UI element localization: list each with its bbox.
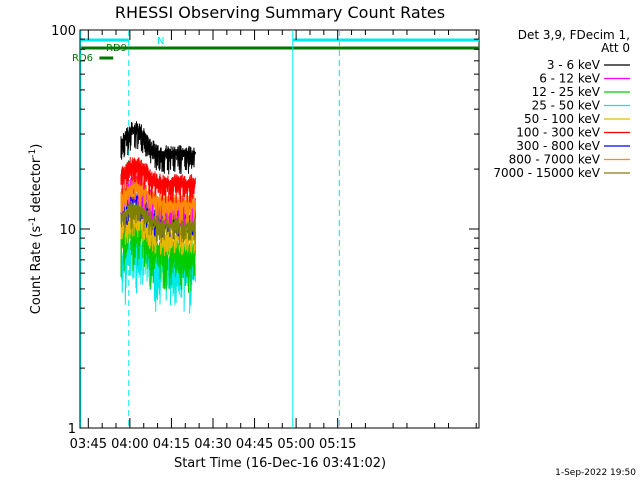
legend-label-6: 300 - 800 keV: [516, 139, 600, 153]
x-tick-label-4: 04:45: [236, 437, 273, 452]
y-axis-label: Count Rate (s-1 detector-1): [28, 144, 44, 315]
vertical-marker-lines: [80, 30, 340, 428]
x-tick-label-5: 05:00: [277, 437, 314, 452]
series-traces: [120, 121, 196, 314]
y-axis-label-sup2: -1: [28, 149, 38, 158]
x-tick-label-2: 04:15: [153, 437, 190, 452]
y-tick-label-0: 1: [68, 422, 76, 437]
x-tick-label-3: 04:30: [194, 437, 231, 452]
legend-header-line1: Det 3,9, FDecim 1,: [518, 28, 630, 42]
legend-label-0: 3 - 6 keV: [547, 58, 601, 72]
x-axis-label: Start Time (16-Dec-16 03:41:02): [174, 456, 386, 471]
y-tick-label-1: 10: [59, 223, 76, 238]
series-trace-5: [120, 156, 196, 204]
y-tick-label-2: 100: [51, 24, 76, 39]
axis-ticks: [80, 29, 479, 429]
y-axis-label-sup1: -1: [28, 217, 38, 226]
status-flags: N RD9 RD6: [72, 36, 479, 64]
legend-label-2: 12 - 25 keV: [532, 85, 601, 99]
flag-label-rd6: RD6: [72, 53, 93, 64]
y-axis-label-main: Count Rate (s: [29, 226, 44, 315]
chart-title: RHESSI Observing Summary Count Rates: [115, 3, 445, 22]
x-tick-label-6: 05:15: [319, 437, 356, 452]
legend-label-1: 6 - 12 keV: [539, 72, 601, 86]
footer-date: 1-Sep-2022 19:50: [555, 468, 636, 478]
legend-label-8: 7000 - 15000 keV: [493, 166, 600, 180]
flag-label-rd9: RD9: [106, 43, 127, 54]
legend-label-7: 800 - 7000 keV: [509, 153, 601, 167]
series-trace-7: [120, 177, 196, 224]
legend-label-3: 25 - 50 keV: [532, 99, 601, 113]
flag-label-n: N: [157, 36, 164, 47]
axis-tick-labels: 03:45 04:00 04:15 04:30 04:45 05:00 05:15 1 10 10…: [51, 24, 356, 452]
legend-label-4: 50 - 100 keV: [524, 112, 601, 126]
y-axis-label-end: ): [29, 144, 44, 149]
x-tick-label-1: 04:00: [111, 437, 148, 452]
legend-label-5: 100 - 300 keV: [516, 126, 600, 140]
y-axis-label-mid: detector: [29, 157, 44, 217]
series-trace-8: [120, 199, 196, 245]
series-trace-0: [120, 121, 196, 175]
x-tick-label-0: 03:45: [70, 437, 107, 452]
legend-header-line2: Att 0: [601, 41, 630, 55]
